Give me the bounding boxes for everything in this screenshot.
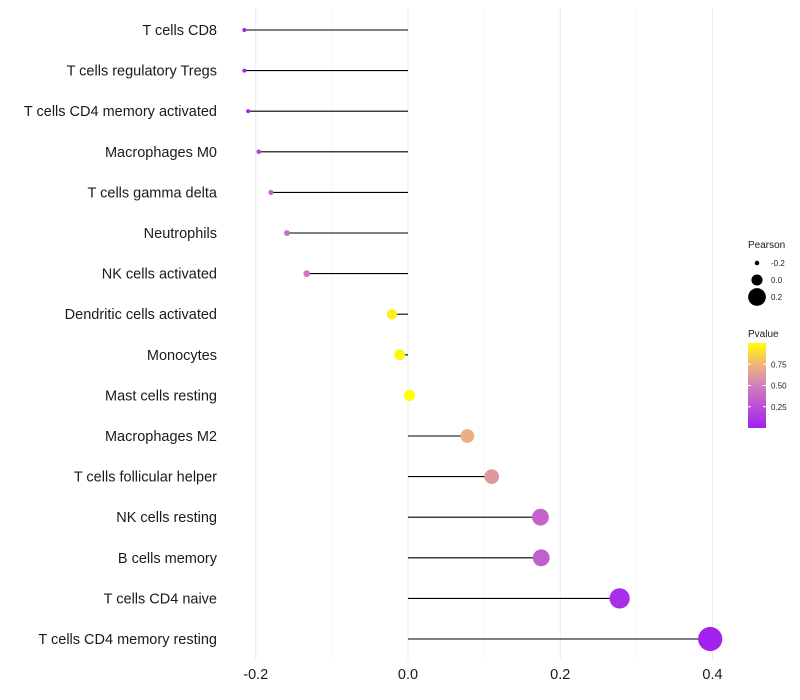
point-5: [284, 230, 290, 236]
point-0: [242, 28, 247, 32]
y-label-10: Macrophages M2: [105, 429, 217, 445]
y-label-15: T cells CD4 memory resting: [38, 632, 217, 648]
legend-size-title: Pearson: [748, 240, 785, 251]
legend-size-dot-1: [751, 274, 763, 286]
legend-color-label-2: 0.75: [771, 360, 787, 369]
y-label-1: T cells regulatory Tregs: [67, 64, 217, 80]
stems: [244, 29, 711, 640]
y-label-6: NK cells activated: [102, 267, 217, 283]
x-tick-label-0: -0.2: [243, 667, 268, 683]
point-3: [256, 149, 262, 155]
legend-colorbar: [748, 343, 766, 428]
point-13: [532, 549, 550, 567]
point-15: [698, 626, 723, 652]
x-axis-ticks: -0.2 0.0 0.2 0.4: [243, 667, 722, 683]
point-6: [303, 270, 311, 277]
legend-color-label-1: 0.50: [771, 382, 787, 391]
y-label-14: T cells CD4 naive: [104, 591, 217, 607]
legend-size-label-1: 0.0: [771, 276, 783, 285]
x-tick-label-2: 0.2: [550, 667, 570, 683]
point-1: [242, 68, 247, 73]
y-axis-labels: T cells CD8 T cells regulatory Tregs T cel…: [24, 23, 218, 648]
points: [242, 28, 723, 652]
point-8: [394, 349, 405, 361]
point-7: [386, 309, 398, 320]
y-label-4: T cells gamma delta: [88, 185, 218, 201]
grid: [255, 8, 713, 660]
point-12: [532, 508, 549, 526]
point-11: [484, 469, 500, 484]
point-10: [460, 429, 475, 443]
legend: Pearson -0.2 0.0 0.2 Pvalue 0.25 0.50 0.75: [748, 240, 787, 428]
y-label-8: Monocytes: [147, 348, 217, 364]
point-9: [403, 389, 416, 401]
point-2: [246, 109, 251, 114]
y-label-9: Mast cells resting: [105, 388, 217, 404]
point-14: [609, 588, 630, 609]
x-tick-label-1: 0.0: [398, 667, 418, 683]
y-label-7: Dendritic cells activated: [65, 307, 217, 323]
point-4: [268, 189, 274, 195]
x-tick-label-3: 0.4: [702, 667, 722, 683]
y-label-3: Macrophages M0: [105, 145, 217, 161]
legend-size-label-2: 0.2: [771, 293, 783, 302]
legend-color-label-0: 0.25: [771, 403, 787, 412]
legend-size-label-0: -0.2: [771, 259, 785, 268]
legend-color-title: Pvalue: [748, 329, 779, 340]
legend-size-dot-0: [754, 260, 760, 266]
y-label-13: B cells memory: [118, 551, 218, 567]
y-label-2: T cells CD4 memory activated: [24, 104, 217, 120]
y-label-5: Neutrophils: [144, 226, 217, 242]
y-label-11: T cells follicular helper: [74, 470, 217, 486]
y-label-12: NK cells resting: [116, 510, 217, 526]
legend-size-dot-2: [748, 288, 766, 306]
y-label-0: T cells CD8: [142, 23, 217, 39]
